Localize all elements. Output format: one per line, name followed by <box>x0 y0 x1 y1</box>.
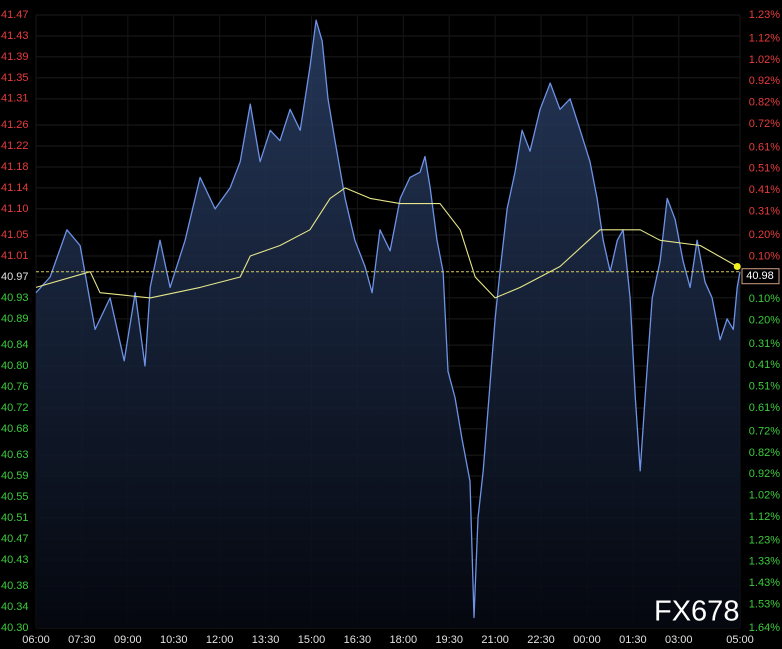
x-tick-label: 19:30 <box>435 634 463 646</box>
y2-tick-label: 0.31% <box>749 338 780 350</box>
x-tick-label: 00:00 <box>573 634 601 646</box>
y-tick-label: 40.55 <box>1 491 29 503</box>
y2-tick-label: 0.82% <box>749 447 780 459</box>
y2-tick-label: 0.41% <box>749 359 780 371</box>
y-tick-label: 40.51 <box>1 512 29 524</box>
y-tick-label: 41.39 <box>1 51 29 63</box>
y2-tick-label: 1.12% <box>749 32 780 44</box>
y2-tick-label: 0.72% <box>749 118 780 130</box>
y-tick-label: 40.38 <box>1 580 29 592</box>
y2-tick-label: 1.23% <box>749 534 780 546</box>
y-tick-label: 41.47 <box>1 9 29 21</box>
price-line <box>35 19 741 619</box>
y-tick-label: 41.14 <box>1 182 29 194</box>
y-tick-label: 41.01 <box>1 250 29 262</box>
watermark: FX678 <box>654 596 739 628</box>
y2-tick-label: 1.02% <box>749 489 780 501</box>
y2-tick-label: 1.64% <box>749 622 780 634</box>
y2-tick-label: 0.20% <box>749 314 780 326</box>
x-tick-label: 09:00 <box>114 634 142 646</box>
y2-tick-label: 1.12% <box>749 511 780 523</box>
y2-tick-label: 0.51% <box>749 381 780 393</box>
y2-tick-label: 1.43% <box>749 577 780 589</box>
y-tick-label: 40.97 <box>1 271 29 283</box>
y2-tick-label: 0.10% <box>749 250 780 262</box>
x-tick-label: 10:30 <box>160 634 188 646</box>
y2-tick-label: 1.02% <box>749 54 780 66</box>
price-area <box>36 20 740 628</box>
axes: 41.47 41.43 41.39 41.35 41.31 41.26 41.22 41.18… <box>1 9 780 646</box>
y2-tick-label: 0.61% <box>749 141 780 153</box>
x-tick-label: 06:00 <box>22 634 50 646</box>
x-tick-label: 22:30 <box>527 634 555 646</box>
y-tick-label: 41.26 <box>1 119 29 131</box>
x-tick-label: 18:00 <box>390 634 418 646</box>
y2-tick-label: 0.92% <box>749 75 780 87</box>
y-tick-label: 41.18 <box>1 161 29 173</box>
y2-tick-label: 1.33% <box>749 556 780 568</box>
x-tick-label: 12:00 <box>206 634 234 646</box>
y-tick-label: 40.68 <box>1 423 29 435</box>
y2-tick-label: 0.20% <box>749 229 780 241</box>
y2-tick-label: 0.92% <box>749 468 780 480</box>
y-tick-label: 40.30 <box>1 622 29 634</box>
plot <box>35 19 741 628</box>
y-tick-label: 40.72 <box>1 402 29 414</box>
y2-tick-label: 0.41% <box>749 184 780 196</box>
y-tick-label: 40.63 <box>1 449 29 461</box>
y-tick-label: 40.80 <box>1 360 29 372</box>
y-tick-label: 41.22 <box>1 140 29 152</box>
y-tick-label: 41.35 <box>1 72 29 84</box>
y-tick-label: 40.34 <box>1 601 29 613</box>
y2-tick-label: 0.10% <box>749 293 780 305</box>
x-tick-label: 16:30 <box>344 634 372 646</box>
y2-tick-label: 0.72% <box>749 425 780 437</box>
y-tick-label: 40.59 <box>1 470 29 482</box>
x-tick-label: 21:00 <box>481 634 509 646</box>
y2-tick-label: 1.23% <box>749 9 780 21</box>
y-tick-label: 41.05 <box>1 229 29 241</box>
y-tick-label: 41.43 <box>1 30 29 42</box>
last-price-label: 40.98 <box>746 270 774 282</box>
y-tick-label: 41.31 <box>1 93 29 105</box>
y-tick-label: 40.84 <box>1 339 29 351</box>
average-line <box>35 187 738 299</box>
y-tick-label: 40.76 <box>1 381 29 393</box>
y-tick-label: 40.89 <box>1 313 29 325</box>
y-tick-label: 40.43 <box>1 554 29 566</box>
x-tick-label: 15:00 <box>298 634 326 646</box>
average-dot <box>733 262 741 270</box>
y-tick-label: 41.10 <box>1 203 29 215</box>
y2-tick-label: 1.53% <box>749 598 780 610</box>
y2-tick-label: 0.61% <box>749 402 780 414</box>
x-tick-label: 01:30 <box>619 634 647 646</box>
y-tick-label: 40.93 <box>1 292 29 304</box>
y2-tick-label: 0.82% <box>749 96 780 108</box>
x-tick-label: 07:30 <box>68 634 96 646</box>
y2-tick-label: 0.51% <box>749 163 780 175</box>
y-tick-label: 40.47 <box>1 533 29 545</box>
last-price-box <box>741 268 780 285</box>
x-tick-label: 03:00 <box>665 634 693 646</box>
x-tick-label: 13:30 <box>252 634 280 646</box>
y2-tick-label: 0.31% <box>749 205 780 217</box>
x-tick-label: 05:00 <box>726 634 754 646</box>
